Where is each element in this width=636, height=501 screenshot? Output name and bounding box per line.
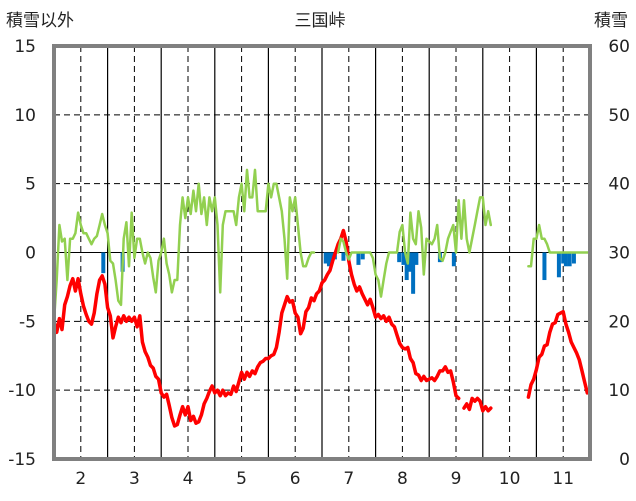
snow-line-segment-2 — [527, 223, 592, 268]
precip-bar-8 — [360, 252, 365, 260]
precip-bar-9 — [397, 252, 402, 263]
x-tick-label: 8 — [397, 469, 408, 489]
precip-bar-14 — [414, 252, 419, 265]
right-y-tick-label: 0 — [619, 450, 630, 470]
snow-line-segment-0 — [52, 168, 316, 323]
right-y-tick-label: 10 — [608, 381, 630, 401]
precip-bar-18 — [556, 252, 561, 278]
x-tick-label: 4 — [183, 469, 194, 489]
right-y-tick-label: 30 — [608, 244, 630, 264]
left-y-tick-label: 0 — [25, 244, 36, 264]
x-tick-label: 9 — [451, 469, 462, 489]
x-tick-label: 5 — [236, 469, 247, 489]
precip-bar-22 — [571, 252, 576, 264]
left-y-tick-label: -15 — [8, 450, 36, 470]
chart-title: 三国峠 — [295, 11, 346, 31]
precip-bar-16 — [451, 252, 456, 267]
series-lines — [52, 168, 592, 428]
snow-line-segment-1 — [336, 196, 493, 298]
precip-bar-20 — [563, 252, 568, 267]
x-ticks: 2 3 4 5 6 7 8 9 10 11 — [75, 469, 574, 489]
precip-bars — [101, 252, 576, 294]
left-axis-title: 積雪以外 — [6, 11, 74, 31]
left-y-ticks: 15 10 5 0 -5 -10 -15 — [8, 37, 36, 470]
x-tick-label: 3 — [129, 469, 140, 489]
precip-bar-17 — [542, 252, 547, 281]
right-y-tick-label: 40 — [608, 175, 630, 195]
plot-frame — [52, 44, 592, 461]
precip-bar-13 — [411, 252, 416, 294]
x-tick-label: 11 — [552, 469, 574, 489]
x-tick-label: 6 — [290, 469, 301, 489]
temperature-line-segment-1 — [462, 396, 493, 413]
precip-bar-4 — [329, 252, 334, 264]
right-y-tick-label: 60 — [608, 37, 630, 57]
left-y-tick-label: -5 — [19, 312, 36, 332]
precip-bar-0 — [101, 252, 106, 274]
precip-bar-12 — [407, 252, 412, 272]
left-y-tick-label: 5 — [25, 175, 36, 195]
right-y-tick-label: 20 — [608, 312, 630, 332]
precip-bar-19 — [561, 252, 566, 264]
temperature-line-segment-0 — [52, 228, 461, 428]
precip-bar-10 — [401, 252, 406, 265]
x-tick-label: 2 — [75, 469, 86, 489]
precip-bar-7 — [356, 252, 361, 265]
precip-bar-21 — [567, 252, 572, 267]
right-axis-title: 積雪 — [594, 11, 628, 31]
temperature-line-segment-2 — [526, 309, 590, 399]
right-y-ticks: 60 50 40 30 20 10 0 — [608, 37, 630, 470]
right-y-tick-label: 50 — [608, 106, 630, 126]
x-tick-label: 10 — [499, 469, 521, 489]
precip-bar-11 — [404, 252, 409, 281]
precip-bar-3 — [326, 252, 331, 267]
x-tick-label: 7 — [343, 469, 354, 489]
left-y-tick-label: 10 — [14, 106, 36, 126]
left-y-tick-label: 15 — [14, 37, 36, 57]
precip-bar-6 — [341, 252, 346, 261]
left-y-tick-label: -10 — [8, 381, 36, 401]
precip-bar-2 — [323, 252, 328, 264]
